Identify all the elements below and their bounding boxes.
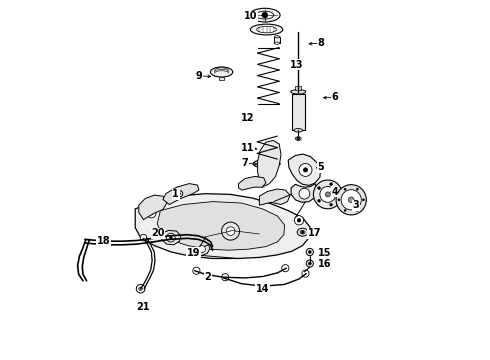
Ellipse shape: [253, 159, 280, 168]
Ellipse shape: [300, 230, 305, 234]
Polygon shape: [292, 94, 305, 130]
Ellipse shape: [259, 161, 275, 166]
Ellipse shape: [250, 24, 283, 35]
Circle shape: [221, 274, 229, 281]
Circle shape: [363, 199, 365, 201]
Circle shape: [178, 193, 180, 195]
Text: 8: 8: [318, 38, 324, 48]
Polygon shape: [259, 189, 290, 205]
Text: 3: 3: [353, 200, 360, 210]
Text: 18: 18: [97, 236, 110, 246]
Circle shape: [193, 267, 200, 274]
Text: 7: 7: [242, 158, 248, 168]
Text: 13: 13: [290, 60, 304, 70]
Polygon shape: [258, 140, 281, 187]
Circle shape: [306, 248, 314, 256]
Ellipse shape: [274, 42, 280, 44]
Ellipse shape: [210, 67, 233, 77]
Circle shape: [297, 137, 300, 140]
Polygon shape: [288, 154, 320, 185]
Circle shape: [303, 168, 308, 172]
Text: 12: 12: [242, 113, 255, 123]
Circle shape: [301, 231, 304, 234]
Text: 2: 2: [205, 272, 211, 282]
Circle shape: [336, 185, 367, 215]
Text: 11: 11: [242, 143, 255, 153]
Circle shape: [294, 216, 304, 225]
Circle shape: [139, 287, 143, 291]
Circle shape: [356, 209, 358, 211]
Polygon shape: [239, 176, 266, 190]
Circle shape: [320, 186, 336, 202]
Ellipse shape: [297, 228, 308, 236]
Circle shape: [176, 190, 183, 197]
Polygon shape: [163, 184, 199, 204]
Circle shape: [170, 236, 172, 239]
Circle shape: [221, 222, 240, 240]
Polygon shape: [162, 230, 181, 245]
Circle shape: [318, 199, 320, 202]
Circle shape: [198, 246, 205, 253]
Ellipse shape: [295, 137, 301, 140]
Circle shape: [338, 199, 340, 201]
Circle shape: [348, 197, 354, 203]
Circle shape: [282, 265, 289, 272]
Ellipse shape: [257, 26, 276, 33]
Circle shape: [302, 270, 309, 277]
Text: 19: 19: [187, 248, 200, 258]
Circle shape: [226, 227, 235, 235]
Circle shape: [299, 188, 310, 199]
Text: 20: 20: [151, 228, 165, 238]
Circle shape: [149, 211, 153, 215]
Polygon shape: [135, 194, 310, 258]
Circle shape: [318, 186, 320, 189]
Text: 21: 21: [136, 302, 150, 312]
Text: 6: 6: [332, 92, 339, 102]
Polygon shape: [193, 245, 210, 256]
Polygon shape: [157, 202, 285, 250]
Ellipse shape: [274, 36, 280, 38]
Circle shape: [330, 183, 333, 185]
Ellipse shape: [256, 11, 274, 19]
Polygon shape: [295, 86, 301, 90]
Polygon shape: [139, 195, 168, 220]
Circle shape: [308, 262, 311, 265]
Circle shape: [344, 209, 346, 211]
Circle shape: [262, 12, 268, 18]
Polygon shape: [291, 184, 317, 202]
Ellipse shape: [294, 129, 303, 132]
Text: 9: 9: [196, 71, 202, 81]
Circle shape: [306, 260, 314, 267]
Ellipse shape: [291, 90, 306, 94]
Circle shape: [147, 208, 156, 218]
Text: 16: 16: [318, 258, 331, 269]
Text: 17: 17: [308, 228, 321, 238]
Ellipse shape: [249, 8, 280, 22]
Circle shape: [140, 234, 147, 241]
Circle shape: [297, 219, 301, 222]
Circle shape: [356, 188, 358, 190]
Text: 10: 10: [245, 11, 258, 21]
Circle shape: [299, 163, 312, 176]
Text: 5: 5: [318, 162, 324, 172]
Text: 1: 1: [172, 189, 179, 199]
Circle shape: [167, 233, 175, 242]
Circle shape: [337, 193, 340, 196]
Circle shape: [136, 284, 145, 293]
Polygon shape: [220, 77, 224, 80]
Text: 15: 15: [318, 248, 331, 258]
Circle shape: [344, 188, 346, 190]
Text: 14: 14: [256, 284, 270, 294]
Circle shape: [341, 190, 361, 210]
Circle shape: [314, 180, 342, 209]
Circle shape: [325, 192, 330, 197]
Circle shape: [308, 251, 311, 253]
Text: 4: 4: [331, 186, 338, 197]
Polygon shape: [274, 37, 280, 43]
Circle shape: [330, 203, 333, 206]
